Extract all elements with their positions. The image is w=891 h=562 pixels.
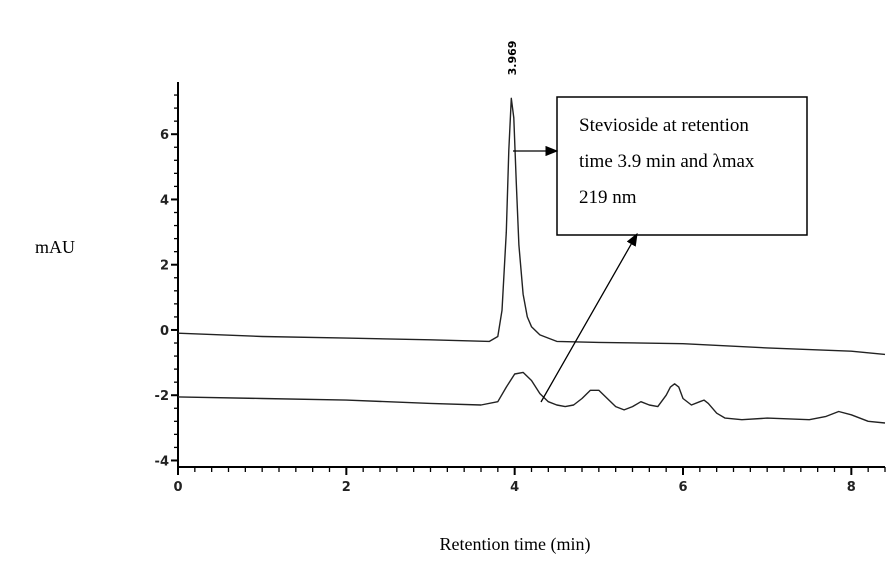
annotation-box [556, 96, 808, 236]
annotation-arrow-2 [540, 232, 638, 403]
series-line-2 [177, 371, 886, 424]
y-tick-label: 0 [160, 324, 169, 339]
y-tick-label: 4 [160, 193, 169, 208]
x-tick-label: 4 [510, 480, 519, 495]
minor-ticks [171, 94, 886, 475]
peak-label: 3.969 [506, 41, 519, 76]
series-line-1 [177, 97, 886, 356]
y-axis-title: mAU [35, 237, 75, 257]
y-tick-label: -2 [155, 389, 169, 404]
annotation-line-2: time 3.9 min and λmax [579, 151, 755, 172]
annotation-line-1: Stevioside at retention [579, 115, 749, 136]
x-tick-label: 2 [342, 480, 351, 495]
series-layer [177, 97, 886, 424]
tick-labels: 0 2 4 6 8 -4 -2 0 2 4 6 [155, 128, 856, 495]
x-tick-label: 8 [847, 480, 856, 495]
y-tick-label: -4 [155, 454, 169, 469]
x-tick-label: 0 [173, 480, 182, 495]
y-tick-label: 6 [160, 128, 169, 143]
x-tick-label: 6 [678, 480, 687, 495]
annotation-line-3: 219 nm [579, 187, 637, 208]
x-axis-title: Retention time (min) [440, 534, 591, 555]
y-tick-label: 2 [160, 259, 169, 274]
